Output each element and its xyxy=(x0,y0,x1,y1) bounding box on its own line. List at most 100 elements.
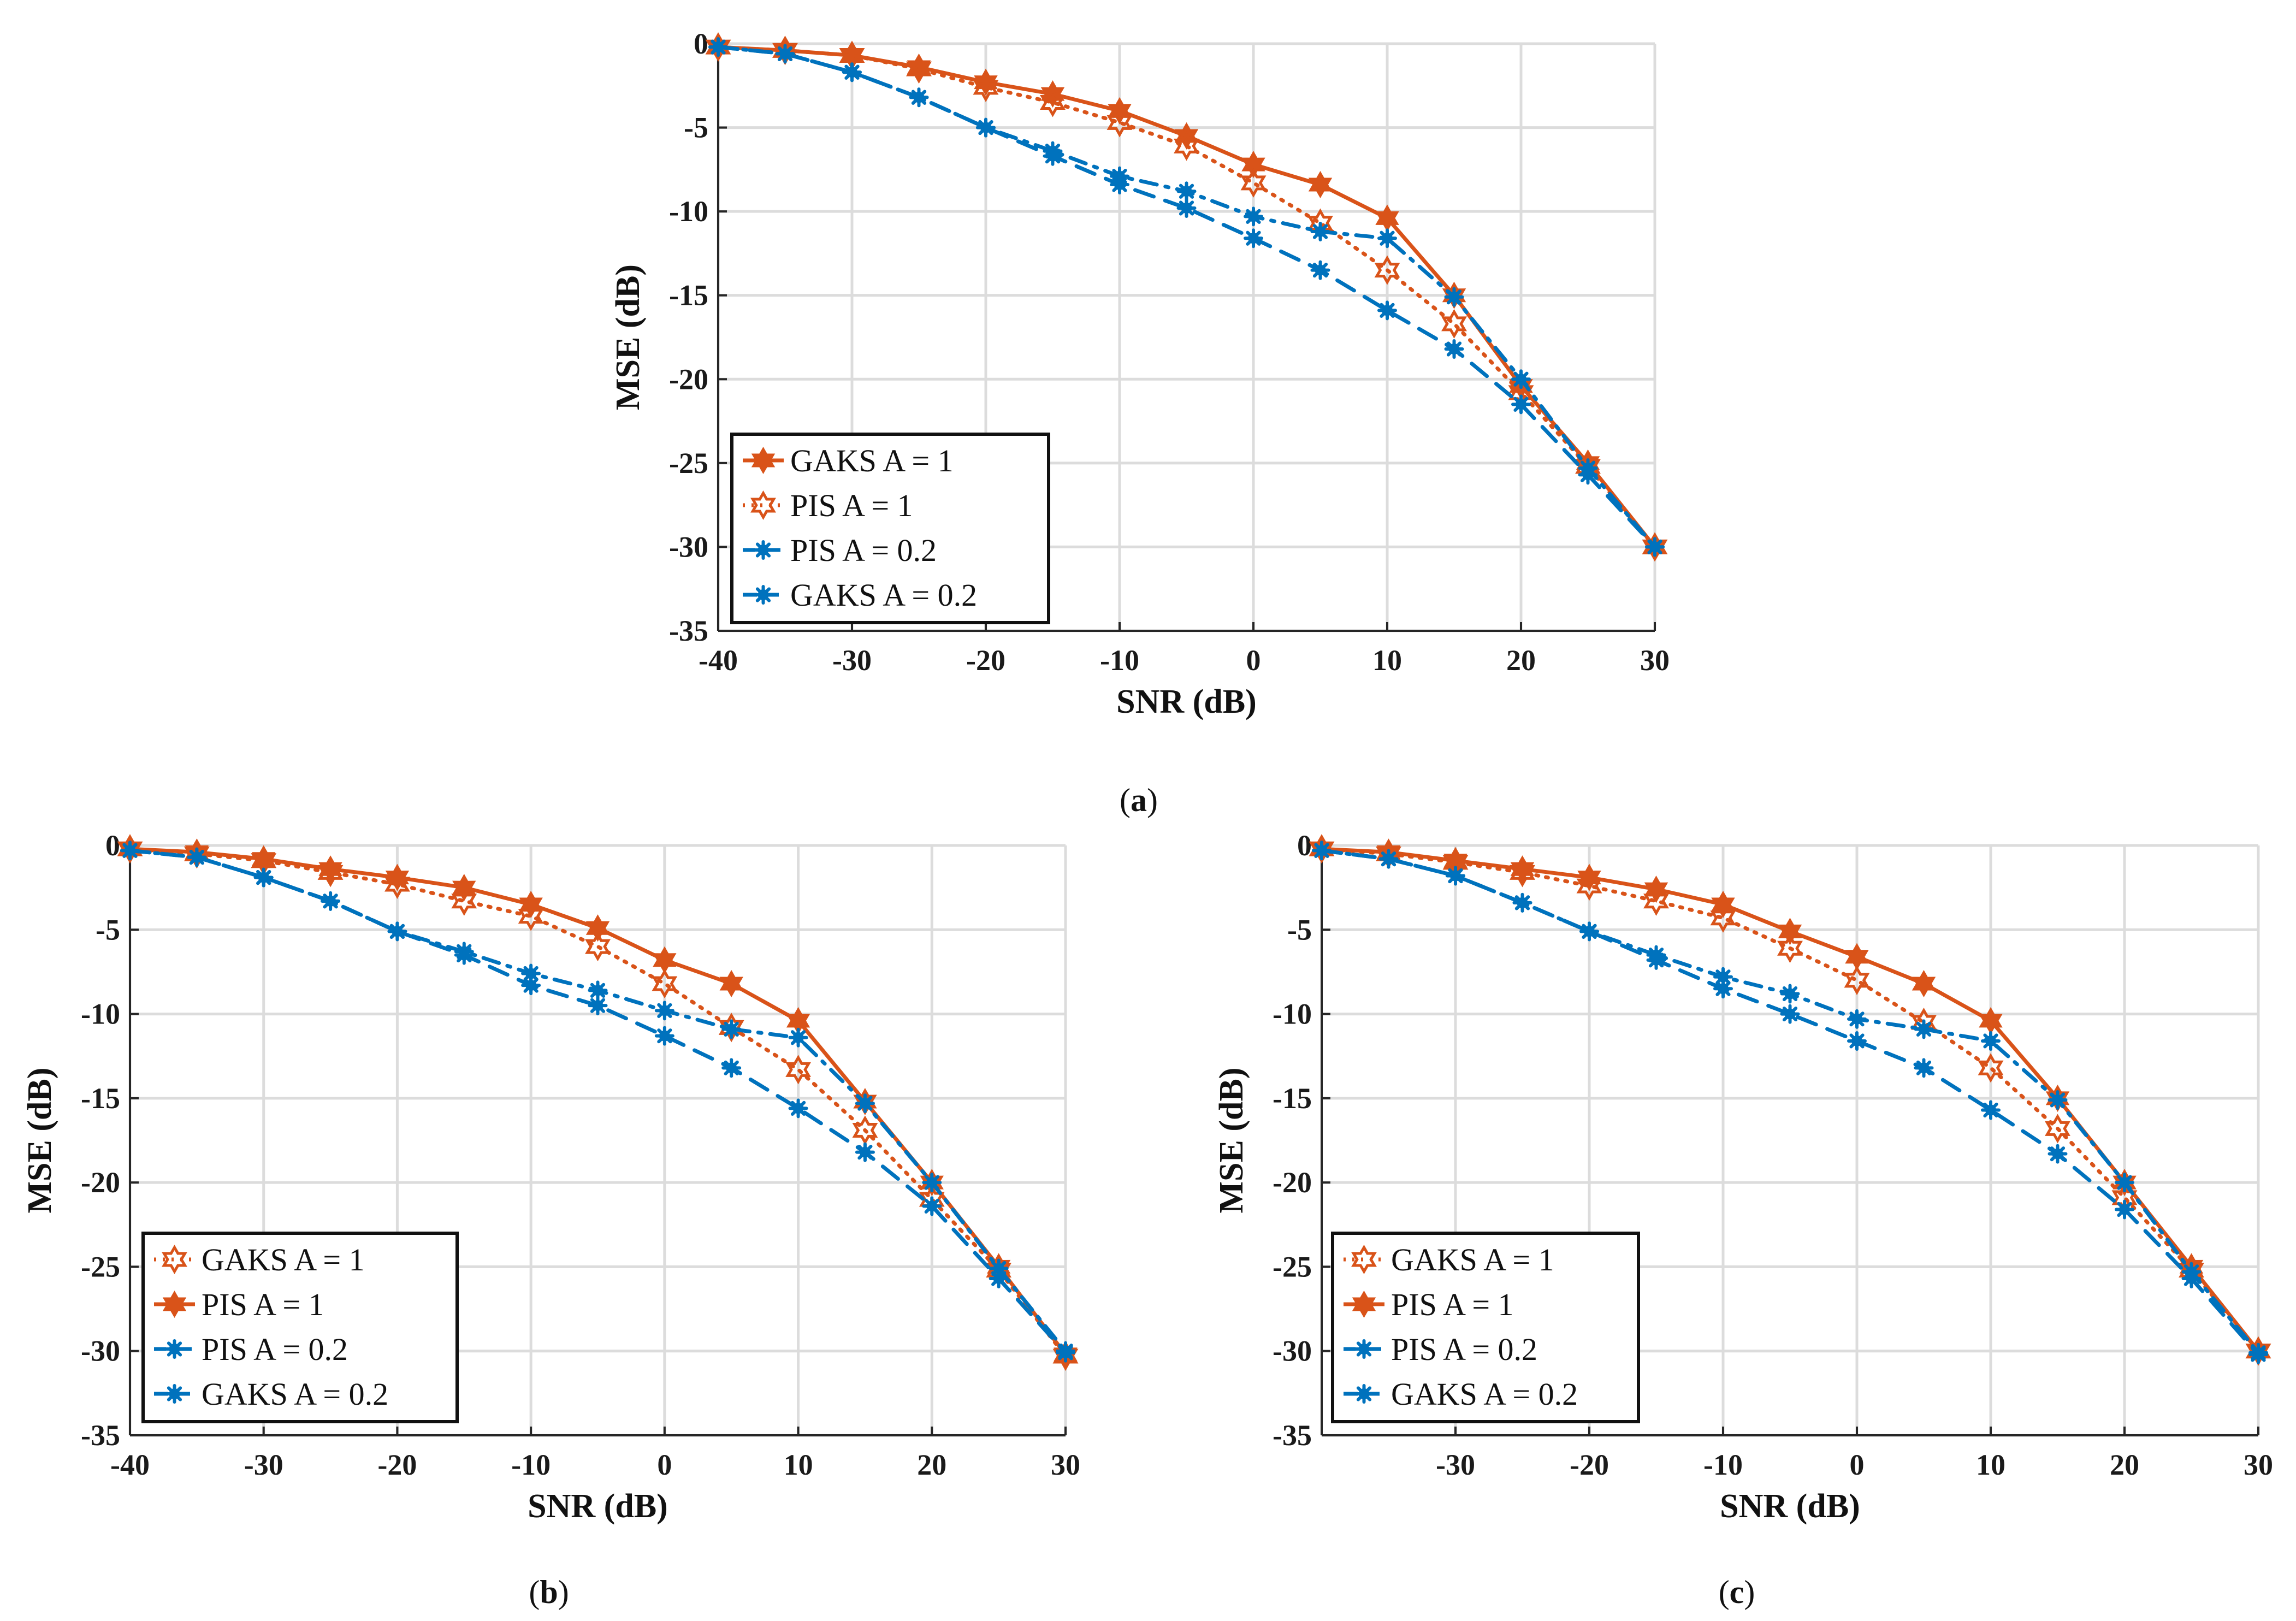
legend-marker xyxy=(1352,1290,1376,1318)
data-point xyxy=(1511,369,1531,389)
data-point xyxy=(922,1173,942,1193)
x-tick-label: 0 xyxy=(1850,1448,1865,1481)
data-point xyxy=(1512,892,1532,913)
data-point-arm xyxy=(924,1198,939,1214)
data-point xyxy=(855,1093,875,1114)
data-point xyxy=(1711,890,1735,919)
legend-marker xyxy=(162,1244,187,1275)
legend-label: GAKS A = 1 xyxy=(790,443,954,478)
data-point xyxy=(321,891,341,911)
data-point-arm xyxy=(523,978,539,993)
data-point-arm xyxy=(711,39,726,55)
data-point-arm xyxy=(1246,230,1261,246)
legend-marker xyxy=(164,1384,185,1404)
data-point xyxy=(2115,1173,2134,1193)
data-point xyxy=(253,867,274,888)
caption-paren-close: ) xyxy=(1744,1574,1755,1610)
legend-box xyxy=(141,1232,459,1423)
legend-label: PIS A = 0.2 xyxy=(202,1332,348,1367)
data-point-arm xyxy=(1179,184,1194,199)
data-point-arm xyxy=(924,1175,939,1190)
legend-label: GAKS A = 0.2 xyxy=(790,577,977,613)
legend-marker xyxy=(1354,1384,1374,1404)
data-point-arm xyxy=(590,998,606,1013)
data-point xyxy=(120,841,140,861)
y-axis-label: MSE (dB) xyxy=(1213,1068,1250,1214)
data-point xyxy=(1978,1053,2004,1083)
data-point-arm xyxy=(790,1030,806,1045)
data-point xyxy=(1642,532,1668,562)
data-point xyxy=(1446,866,1465,886)
caption-paren-close: ) xyxy=(558,1574,569,1610)
legend-marker xyxy=(750,490,776,520)
series-line xyxy=(716,45,1657,549)
legend-marker xyxy=(753,540,773,560)
x-tick-label: -10 xyxy=(1100,644,1139,677)
data-point xyxy=(1378,849,1399,869)
data-point-arm xyxy=(1179,200,1194,216)
x-tick-label: -10 xyxy=(1703,1448,1743,1481)
data-point xyxy=(454,945,474,965)
y-tick-label: -25 xyxy=(1273,1250,1312,1283)
data-point-arm xyxy=(1849,1033,1865,1049)
data-point xyxy=(1780,1004,1800,1024)
data-point-arm xyxy=(389,924,405,939)
data-point xyxy=(1579,921,1599,942)
legend-label: PIS A = 0.2 xyxy=(790,533,937,568)
data-point xyxy=(652,968,678,999)
series-4 xyxy=(1312,841,2268,1364)
data-point-arm xyxy=(1446,341,1462,357)
legend-marker xyxy=(1354,1339,1374,1359)
x-tick-label: -20 xyxy=(966,644,1005,677)
data-point xyxy=(909,87,929,108)
data-point-arm xyxy=(1380,303,1395,318)
legend-label: PIS A = 0.2 xyxy=(1391,1332,1537,1367)
y-tick-label: -5 xyxy=(96,913,120,946)
data-point-arm xyxy=(978,120,993,135)
data-point xyxy=(973,72,999,102)
legend-marker-arm xyxy=(755,542,771,558)
legend-marker xyxy=(1351,1244,1377,1275)
data-point xyxy=(1845,943,1869,971)
data-point xyxy=(1646,950,1666,970)
data-point xyxy=(585,914,610,942)
chart-panel-b: -40 -30 -20 -10 0 10 20 30 0 -5 -10 -15 -20 -25 -30 -35… xyxy=(21,829,1080,1610)
y-tick-label: -35 xyxy=(81,1419,120,1452)
caption-paren-close: ) xyxy=(1147,782,1158,818)
data-point-arm xyxy=(189,849,204,865)
x-tick-label: 0 xyxy=(1246,644,1261,677)
data-point xyxy=(1176,198,1197,218)
data-point xyxy=(585,932,611,962)
data-point-arm xyxy=(777,46,793,62)
data-point xyxy=(1578,465,1598,485)
data-point xyxy=(1778,918,1802,945)
data-point xyxy=(1444,287,1464,307)
data-point xyxy=(519,890,543,919)
data-point xyxy=(785,1055,811,1085)
data-point-arm xyxy=(1513,371,1529,387)
data-point xyxy=(1310,222,1330,241)
data-point-arm xyxy=(1314,843,1329,858)
x-tick-label: 10 xyxy=(1976,1448,2005,1481)
y-axis-label: MSE (dB) xyxy=(609,264,647,410)
series-4 xyxy=(120,841,1075,1363)
data-point-arm xyxy=(844,64,860,80)
legend-marker-arm xyxy=(167,1386,182,1401)
data-point xyxy=(1308,170,1333,199)
data-point xyxy=(989,1269,1009,1289)
data-point xyxy=(705,32,731,62)
data-point xyxy=(1510,855,1535,883)
data-point xyxy=(1844,965,1870,995)
y-tick-label: -10 xyxy=(81,998,120,1031)
data-point-arm xyxy=(1983,1102,1998,1118)
data-point-arm xyxy=(1448,868,1463,884)
data-point-arm xyxy=(1849,1011,1865,1027)
data-point xyxy=(1441,309,1467,339)
legend-label: GAKS A = 0.2 xyxy=(1391,1376,1578,1412)
y-tick-label: -10 xyxy=(1273,998,1312,1031)
data-point-arm xyxy=(457,947,472,963)
data-point xyxy=(318,855,342,883)
data-point-arm xyxy=(323,894,338,909)
data-point-arm xyxy=(1381,851,1396,867)
data-point xyxy=(855,1142,875,1162)
